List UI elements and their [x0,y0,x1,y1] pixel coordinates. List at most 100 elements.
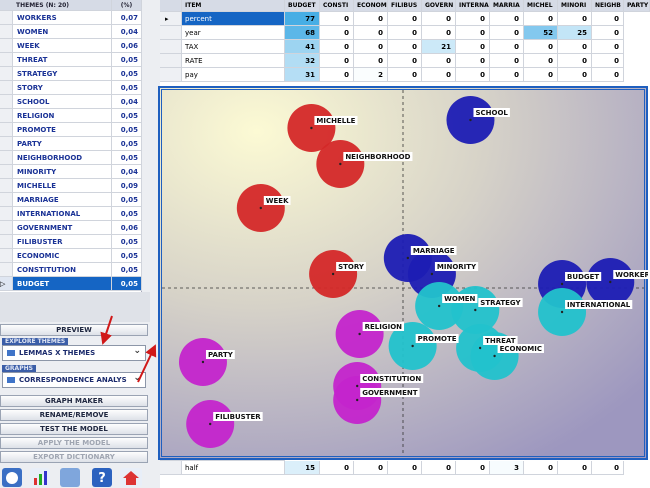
point-label: NEIGHBORHOOD [345,153,410,161]
list-footer [0,292,150,322]
value-cell: 0 [592,26,624,40]
point-marker [437,304,441,308]
point-marker [406,256,410,260]
item-cell: percent [182,12,285,26]
value-cell: 0 [524,68,558,82]
value-cell: 0 [592,12,624,26]
theme-name: ECONOMIC [13,249,112,263]
grid-corner [160,0,182,12]
point-marker [474,308,477,312]
label-background [360,388,420,397]
column-header: NEIGHB [592,0,624,12]
row-gutter [0,137,13,151]
label-background [314,116,358,125]
theme-name: MINORITY [13,165,112,179]
point-marker [560,310,564,314]
icon[interactable] [60,468,80,487]
row-gutter [0,151,13,165]
value-cell: 0 [388,54,422,68]
point-label: CONSTITUTION [362,375,421,383]
label-background [410,246,457,255]
value-cell: 0 [558,12,592,26]
explore-label: EXPLORE THEMES [2,338,69,346]
list-header: THEMES (N: 20) [0,0,112,11]
value-cell: 0 [320,26,354,40]
value-cell: 0 [490,54,524,68]
row-gutter [0,193,13,207]
row-gutter [0,221,13,235]
value-cell: 77 [285,12,320,26]
value-cell: 0 [320,461,354,475]
icon[interactable] [92,468,112,487]
value-cell: 31 [285,68,320,82]
label-background [205,350,235,359]
theme-pct: 0,05 [112,109,142,123]
preview-button[interactable]: PREVIEW [0,324,148,336]
point-label: PROMOTE [418,335,457,343]
point-label: SCHOOL [475,109,508,117]
row-gutter [0,109,13,123]
icon-glyph [123,471,139,485]
theme-name: THREAT [13,53,112,67]
value-cell: 0 [456,40,490,54]
value-cell: 32 [285,54,320,68]
theme-name: WOMEN [13,25,112,39]
label-background [483,336,518,345]
value-cell: 0 [524,40,558,54]
action-button: APPLY THE MODEL [0,437,148,449]
label-background [565,272,602,281]
column-header: INTERNA [456,0,490,12]
label-background [415,334,459,343]
row-gutter [0,123,13,137]
theme-pct: 0,05 [112,193,142,207]
theme-pct: 0,05 [112,249,142,263]
theme-name: MICHELLE [13,179,112,193]
point-marker [339,162,342,166]
point-label: MARRIAGE [413,247,455,255]
value-cell: 2 [354,68,388,82]
value-cell: 0 [524,12,558,26]
column-header: CONSTI [320,0,354,12]
value-cell: 0 [558,68,592,82]
label-background [360,374,424,383]
theme-name: WORKERS [13,11,112,25]
theme-name: INTERNATIONAL [13,207,112,221]
value-cell: 0 [490,68,524,82]
theme-name: SCHOOL [13,95,112,109]
action-button: EXPORT DICTIONARY [0,451,148,463]
column-header: ECONOM [354,0,388,12]
value-cell: 0 [524,461,558,475]
value-cell: 0 [422,12,456,26]
row-gutter [0,67,13,81]
value-cell: 0 [320,68,354,82]
row-gutter [160,461,182,475]
point-label: WOMEN [444,295,475,303]
value-cell: 0 [456,54,490,68]
value-cell: 0 [490,26,524,40]
point-label: RELIGION [365,323,403,331]
row-gutter [0,235,13,249]
theme-name: NEIGHBORHOOD [13,151,112,165]
point-marker [356,384,359,388]
row-gutter [0,39,13,53]
row-gutter [0,179,13,193]
theme-name: FILIBUSTER [13,235,112,249]
explore-dropdown[interactable]: LEMMAS X THEMES [2,344,146,361]
theme-pct: 0,06 [112,39,142,53]
value-cell: 0 [388,12,422,26]
row-gutter [0,53,13,67]
row-gutter [0,81,13,95]
correspondence-chart: MICHELLE NEIGHBORHOOD WEEK STORY SCHOOL MARRI… [158,86,648,460]
action-button[interactable]: RENAME/REMOVE [0,409,148,421]
value-cell: 0 [422,461,456,475]
value-cell: 0 [388,68,422,82]
value-cell: 0 [592,40,624,54]
point-marker [201,360,205,364]
label-background [565,300,633,309]
action-button[interactable]: GRAPH MAKER [0,395,148,407]
row-gutter [0,263,13,277]
action-button[interactable]: TEST THE MODEL [0,423,148,435]
label-background [473,108,510,117]
graphs-dropdown[interactable]: CORRESPONDENCE ANALYS [2,371,146,388]
